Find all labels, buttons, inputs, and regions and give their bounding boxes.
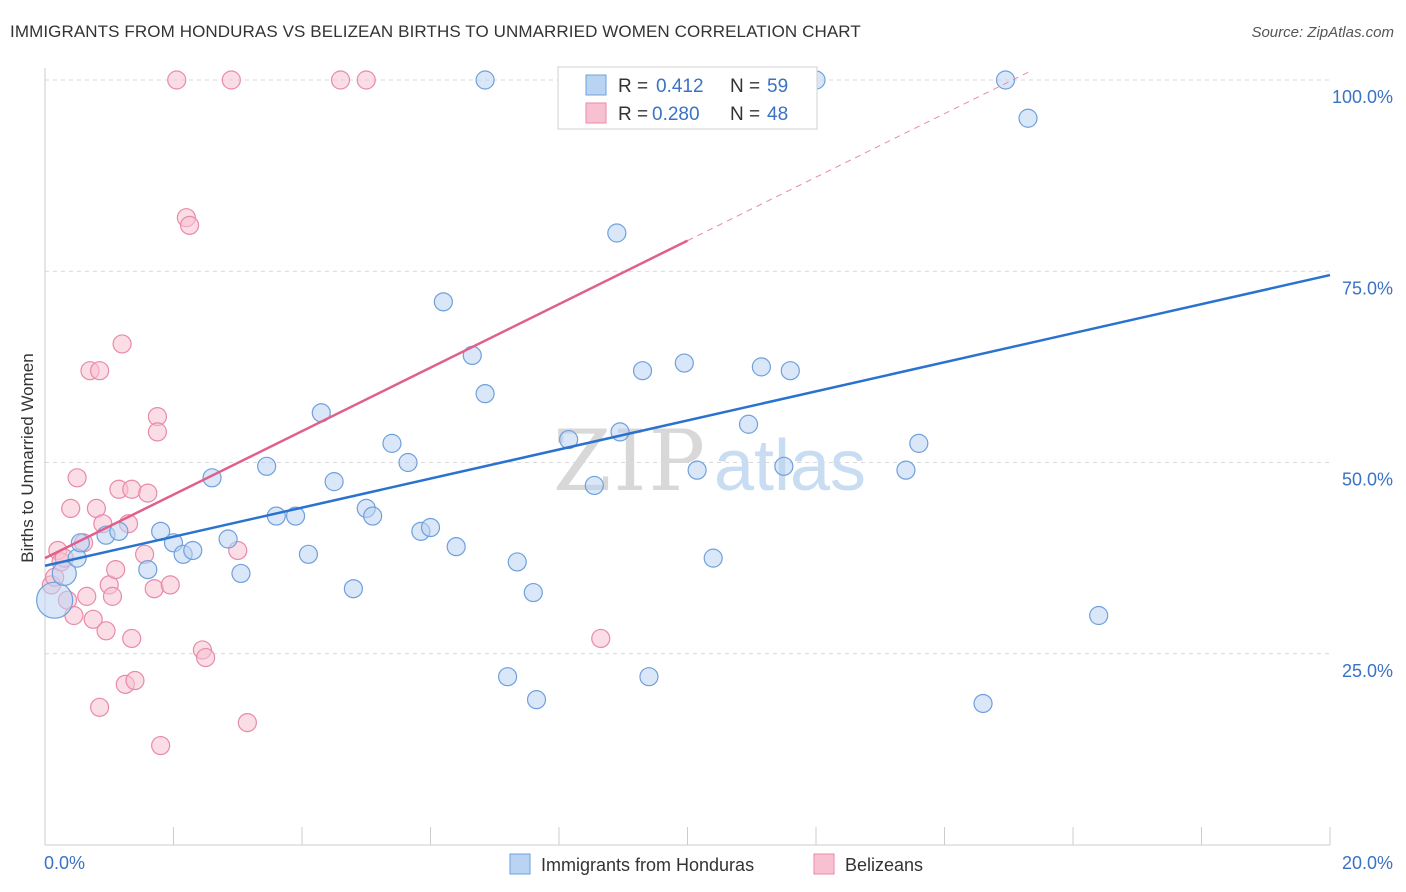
point-honduras [526, 690, 547, 710]
point-belizeans [96, 621, 116, 641]
x-tick-label: 20.0% [1342, 853, 1393, 873]
legend-n-value-honduras: 59 [767, 76, 788, 97]
point-honduras [285, 506, 306, 526]
point-belizeans [90, 697, 110, 717]
bottom-swatch-honduras [509, 853, 531, 875]
trend-lines [44, 71, 1331, 567]
point-belizeans [125, 670, 145, 691]
point-honduras [1089, 605, 1109, 626]
point-honduras [498, 667, 518, 687]
point-belizeans [167, 70, 187, 90]
legend-r-value-belizeans: 0.280 [652, 104, 700, 125]
x-tick-label: 0.0% [44, 853, 85, 873]
point-honduras [475, 70, 495, 90]
point-honduras [298, 544, 319, 564]
point-belizeans [144, 579, 164, 599]
legend-n-label-belizeans: N = [730, 104, 760, 125]
series-honduras [36, 70, 1109, 714]
point-honduras [973, 693, 993, 714]
source-credit: Source: ZipAtlas.com [1251, 24, 1394, 41]
point-honduras [909, 433, 929, 453]
bottom-swatch-belizeans [813, 853, 835, 875]
point-honduras [420, 517, 441, 538]
point-honduras [995, 70, 1016, 90]
point-honduras [138, 559, 158, 580]
y-tick-label: 100.0% [1332, 87, 1393, 107]
legend-swatch-honduras [585, 74, 607, 96]
point-honduras [218, 529, 238, 549]
point-honduras [507, 552, 527, 572]
point-honduras [257, 456, 277, 476]
point-belizeans [77, 586, 97, 606]
point-honduras [36, 581, 74, 619]
point-honduras [183, 540, 203, 561]
point-honduras [674, 353, 694, 373]
chart-title: IMMIGRANTS FROM HONDURAS VS BELIZEAN BIR… [10, 22, 861, 41]
point-honduras [446, 537, 466, 557]
legend-r-label-honduras: R = [618, 76, 648, 97]
point-belizeans [591, 628, 611, 649]
point-honduras [324, 472, 344, 492]
point-belizeans [221, 70, 241, 90]
point-honduras [780, 361, 800, 381]
point-honduras [703, 548, 723, 568]
point-belizeans [151, 735, 171, 756]
point-honduras [231, 563, 251, 584]
point-honduras [738, 414, 759, 434]
point-honduras [607, 223, 627, 243]
point-honduras [343, 579, 363, 599]
legend-r-label-belizeans: R = [618, 104, 648, 125]
legend-r-value-honduras: 0.412 [656, 76, 704, 97]
watermark-zip: ZIP [553, 412, 707, 510]
point-belizeans [160, 575, 180, 595]
point-honduras [639, 667, 659, 687]
tick-labels: 25.0% 50.0% 75.0% 100.0% 0.0% 20.0% [44, 87, 1393, 873]
trend-extension-belizeans [687, 71, 1029, 242]
legend-n-value-belizeans: 48 [767, 104, 788, 125]
point-belizeans [112, 334, 132, 354]
trend-line-honduras [44, 273, 1331, 567]
y-tick-label: 75.0% [1342, 278, 1393, 298]
point-belizeans [330, 70, 351, 90]
point-honduras [632, 361, 653, 381]
y-tick-label: 25.0% [1342, 661, 1393, 681]
bottom-label-belizeans: Belizeans [845, 855, 923, 875]
point-honduras [687, 460, 707, 480]
legend-n-label-honduras: N = [730, 76, 760, 97]
point-belizeans [122, 479, 142, 499]
point-honduras [774, 456, 794, 476]
point-honduras [382, 433, 402, 453]
point-belizeans [179, 215, 200, 235]
point-honduras [433, 292, 453, 312]
trend-line-belizeans [44, 239, 689, 560]
y-tick-label: 50.0% [1342, 470, 1393, 490]
point-belizeans [122, 628, 142, 649]
axes-layer [44, 68, 1331, 846]
point-honduras [751, 357, 771, 377]
series-legend: Immigrants from Honduras Belizeans [509, 853, 923, 875]
point-belizeans [237, 712, 257, 733]
point-belizeans [102, 586, 123, 606]
point-belizeans [83, 609, 103, 629]
point-honduras [475, 384, 495, 404]
legend-swatch-belizeans [585, 102, 607, 124]
point-honduras [363, 506, 383, 526]
point-honduras [1018, 108, 1038, 128]
y-axis-label: Births to Unmarried Women [18, 353, 37, 563]
point-belizeans [196, 647, 216, 668]
point-honduras [584, 475, 604, 496]
point-belizeans [147, 422, 168, 442]
point-belizeans [138, 483, 158, 503]
point-belizeans [67, 468, 87, 488]
point-belizeans [61, 498, 81, 518]
bottom-label-honduras: Immigrants from Honduras [541, 855, 754, 875]
stats-legend: R = 0.412 N = 59 R = 0.280 N = 48 [557, 66, 818, 130]
point-honduras [523, 582, 543, 603]
point-belizeans [356, 70, 376, 90]
point-honduras [398, 452, 418, 473]
point-honduras [896, 460, 916, 480]
point-belizeans [90, 361, 110, 381]
point-belizeans [106, 559, 126, 580]
